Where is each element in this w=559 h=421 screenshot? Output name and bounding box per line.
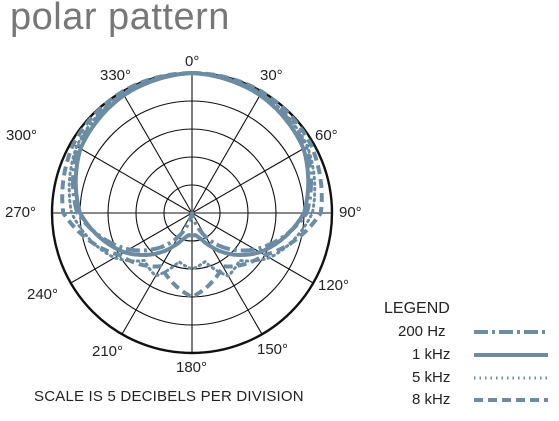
grid-spoke — [191, 91, 263, 214]
angle-label-120: 120° — [318, 277, 349, 294]
angle-label-180: 180° — [176, 359, 207, 376]
angle-label-330: 330° — [100, 67, 131, 84]
series-curve-1 — [73, 71, 311, 257]
grid-spoke — [121, 91, 193, 214]
angle-labels: 0° 30° 60° 90° 120° 150° 180° 210° 240° 270° 300° 3… — [5, 53, 362, 376]
scale-note: SCALE IS 5 DECIBELS PER DIVISION — [34, 388, 304, 405]
angle-label-60: 60° — [315, 127, 338, 144]
legend-label-8khz: 8 kHz — [412, 391, 451, 408]
chart-title: polar pattern — [10, 0, 230, 38]
angle-label-90: 90° — [339, 204, 362, 221]
angle-label-270: 270° — [5, 204, 36, 221]
legend-title: LEGEND — [384, 300, 450, 317]
legend-label-1khz: 1 kHz — [412, 346, 451, 363]
legend-label-200hz: 200 Hz — [398, 323, 446, 340]
legend-swatches — [474, 330, 548, 402]
angle-label-150: 150° — [257, 341, 288, 358]
series-curve-2 — [67, 71, 317, 278]
angle-label-0: 0° — [185, 53, 199, 70]
angle-label-30: 30° — [260, 67, 283, 84]
grid-spoke — [70, 142, 193, 214]
angle-label-240: 240° — [27, 286, 58, 303]
legend-label-5khz: 5 kHz — [412, 369, 451, 386]
angle-label-210: 210° — [92, 343, 123, 360]
grid-spoke — [191, 142, 314, 214]
angle-label-300: 300° — [6, 127, 37, 144]
polar-curves — [60, 71, 324, 299]
series-curve-3 — [60, 71, 324, 299]
series-curve-0 — [71, 71, 313, 253]
